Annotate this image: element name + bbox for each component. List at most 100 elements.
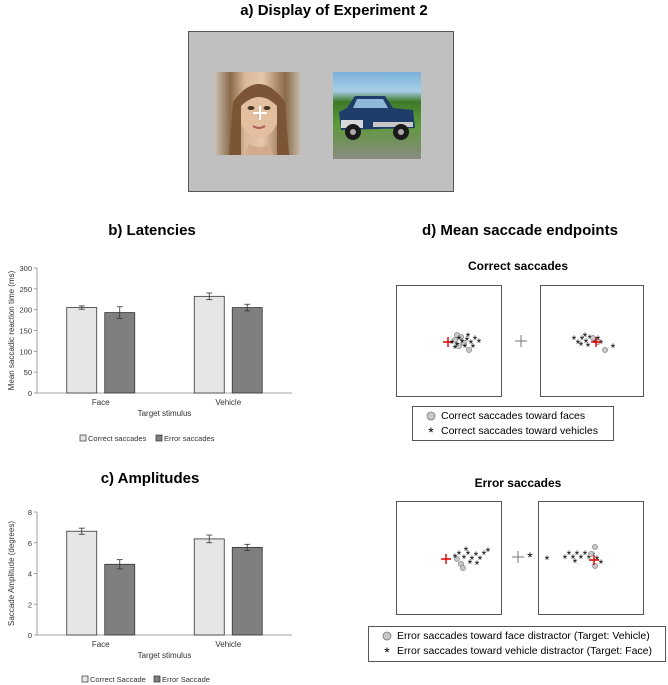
latency-ytick-label: 100 bbox=[19, 347, 32, 356]
svg-text:*: * bbox=[482, 548, 487, 562]
amplitude-category-label: Vehicle bbox=[215, 640, 241, 649]
fixation-cross-red bbox=[441, 554, 451, 564]
svg-text:*: * bbox=[455, 339, 460, 353]
svg-text:*: * bbox=[468, 557, 473, 571]
svg-text:*: * bbox=[587, 552, 592, 566]
svg-text:*: * bbox=[583, 548, 588, 562]
svg-text:*: * bbox=[473, 333, 478, 347]
heading-display: a) Display of Experiment 2 bbox=[240, 2, 428, 19]
correct-vehicle-panel: **** **** **** bbox=[540, 285, 644, 397]
latency-ytick-label: 150 bbox=[19, 327, 32, 336]
endpoint-asterisks: **** **** **** bbox=[545, 548, 604, 571]
latency-bar bbox=[193, 295, 225, 394]
svg-text:*: * bbox=[463, 341, 468, 355]
svg-text:*: * bbox=[469, 337, 474, 351]
svg-text:*: * bbox=[573, 556, 578, 570]
svg-text:*: * bbox=[457, 333, 462, 347]
svg-text:*: * bbox=[477, 336, 482, 350]
subheading-error: Error saccades bbox=[474, 476, 562, 490]
svg-text:*: * bbox=[591, 549, 596, 563]
endpoint-circles bbox=[452, 332, 472, 353]
svg-text:*: * bbox=[453, 551, 458, 565]
experiment-display bbox=[188, 31, 454, 192]
latency-ytick-label: 300 bbox=[19, 264, 32, 273]
amplitude-ytick-label: 0 bbox=[28, 631, 32, 640]
latency-ytick-label: 200 bbox=[19, 306, 32, 315]
latency-xlabel: Target stimulus bbox=[138, 409, 192, 418]
amplitude-bar bbox=[193, 538, 225, 636]
heading-latencies: b) Latencies bbox=[108, 222, 196, 239]
latency-legend-label: Error saccades bbox=[164, 434, 215, 443]
svg-text:*: * bbox=[584, 336, 589, 350]
center-fixation-correct bbox=[514, 334, 528, 348]
svg-text:*: * bbox=[575, 548, 580, 562]
svg-text:*: * bbox=[567, 548, 572, 562]
latency-legend-label: Correct saccades bbox=[88, 434, 147, 443]
svg-text:*: * bbox=[571, 552, 576, 566]
svg-text:*: * bbox=[527, 549, 533, 562]
heading-amplitudes: c) Amplitudes bbox=[100, 470, 200, 487]
svg-text:*: * bbox=[460, 336, 465, 350]
amplitude-ytick-label: 8 bbox=[28, 508, 32, 517]
amplitude-ylabel: Saccade Amplitude (degrees) bbox=[7, 521, 16, 626]
endpoint-asterisks: **** **** **** bbox=[450, 330, 482, 356]
latency-legend-swatch bbox=[79, 434, 87, 442]
amplitude-ytick-label: 4 bbox=[28, 570, 32, 579]
amplitude-bar bbox=[66, 530, 98, 636]
subheading-correct: Correct saccades bbox=[467, 259, 569, 273]
fixation-cross-red bbox=[443, 337, 453, 347]
amplitude-bar bbox=[104, 563, 136, 636]
amplitude-category-label: Face bbox=[92, 640, 110, 649]
svg-text:*: * bbox=[466, 330, 471, 344]
fixation-cross-red bbox=[591, 337, 601, 347]
latency-legend-swatch bbox=[155, 434, 163, 442]
svg-text:*: * bbox=[475, 558, 480, 572]
svg-text:*: * bbox=[474, 549, 479, 563]
amplitude-legend-swatch bbox=[153, 675, 161, 683]
svg-text:*: * bbox=[599, 557, 604, 571]
center-asterisk: * bbox=[525, 548, 535, 565]
amplitude-ytick-label: 6 bbox=[28, 539, 32, 548]
svg-text:*: * bbox=[478, 553, 483, 567]
svg-text:*: * bbox=[576, 337, 581, 351]
svg-text:*: * bbox=[572, 333, 577, 347]
svg-text:*: * bbox=[462, 552, 467, 566]
svg-text:*: * bbox=[611, 341, 616, 355]
svg-text:*: * bbox=[579, 552, 584, 566]
svg-text:*: * bbox=[470, 553, 475, 567]
latency-ylabel: Mean saccadic reaction time (ms) bbox=[7, 270, 16, 390]
svg-text:*: * bbox=[592, 336, 597, 350]
latency-category-label: Vehicle bbox=[215, 398, 241, 407]
endpoint-circles bbox=[588, 544, 598, 569]
svg-text:*: * bbox=[586, 340, 591, 354]
svg-text:*: * bbox=[588, 332, 593, 346]
error-face-panel: * * * * * * * * * * * * bbox=[396, 501, 502, 615]
amplitude-xlabel: Target stimulus bbox=[138, 651, 192, 660]
svg-text:*: * bbox=[471, 341, 476, 355]
fixation-cross bbox=[253, 106, 267, 120]
svg-text:*: * bbox=[545, 553, 550, 567]
amplitudes-chart: 0 2 4 6 8 Saccade Amplitude (degrees) Face Vehi… bbox=[7, 508, 292, 684]
fixation-cross-red bbox=[589, 555, 599, 565]
asterisk-marker-icon: * bbox=[428, 425, 434, 437]
latency-ytick-label: 0 bbox=[28, 389, 32, 398]
svg-text:*: * bbox=[579, 339, 584, 353]
svg-text:*: * bbox=[464, 544, 469, 558]
svg-text:*: * bbox=[563, 552, 568, 566]
latency-bar bbox=[231, 307, 263, 394]
latency-category-label: Face bbox=[92, 398, 110, 407]
svg-text:*: * bbox=[599, 337, 604, 351]
circle-marker-icon bbox=[426, 411, 436, 421]
amplitude-legend-label: Correct Saccade bbox=[90, 675, 146, 684]
svg-text:*: * bbox=[457, 548, 462, 562]
center-fixation-error bbox=[511, 550, 525, 564]
vehicle-photo bbox=[333, 72, 421, 159]
error-legend: Error saccades toward face distractor (T… bbox=[368, 626, 666, 662]
latency-bar bbox=[104, 312, 136, 394]
correct-legend: Correct saccades toward faces * Correct … bbox=[412, 406, 614, 441]
endpoint-circles bbox=[454, 556, 466, 571]
error-vehicle-panel: **** **** **** bbox=[538, 501, 644, 615]
svg-text:*: * bbox=[583, 330, 588, 344]
svg-text:*: * bbox=[465, 334, 470, 348]
